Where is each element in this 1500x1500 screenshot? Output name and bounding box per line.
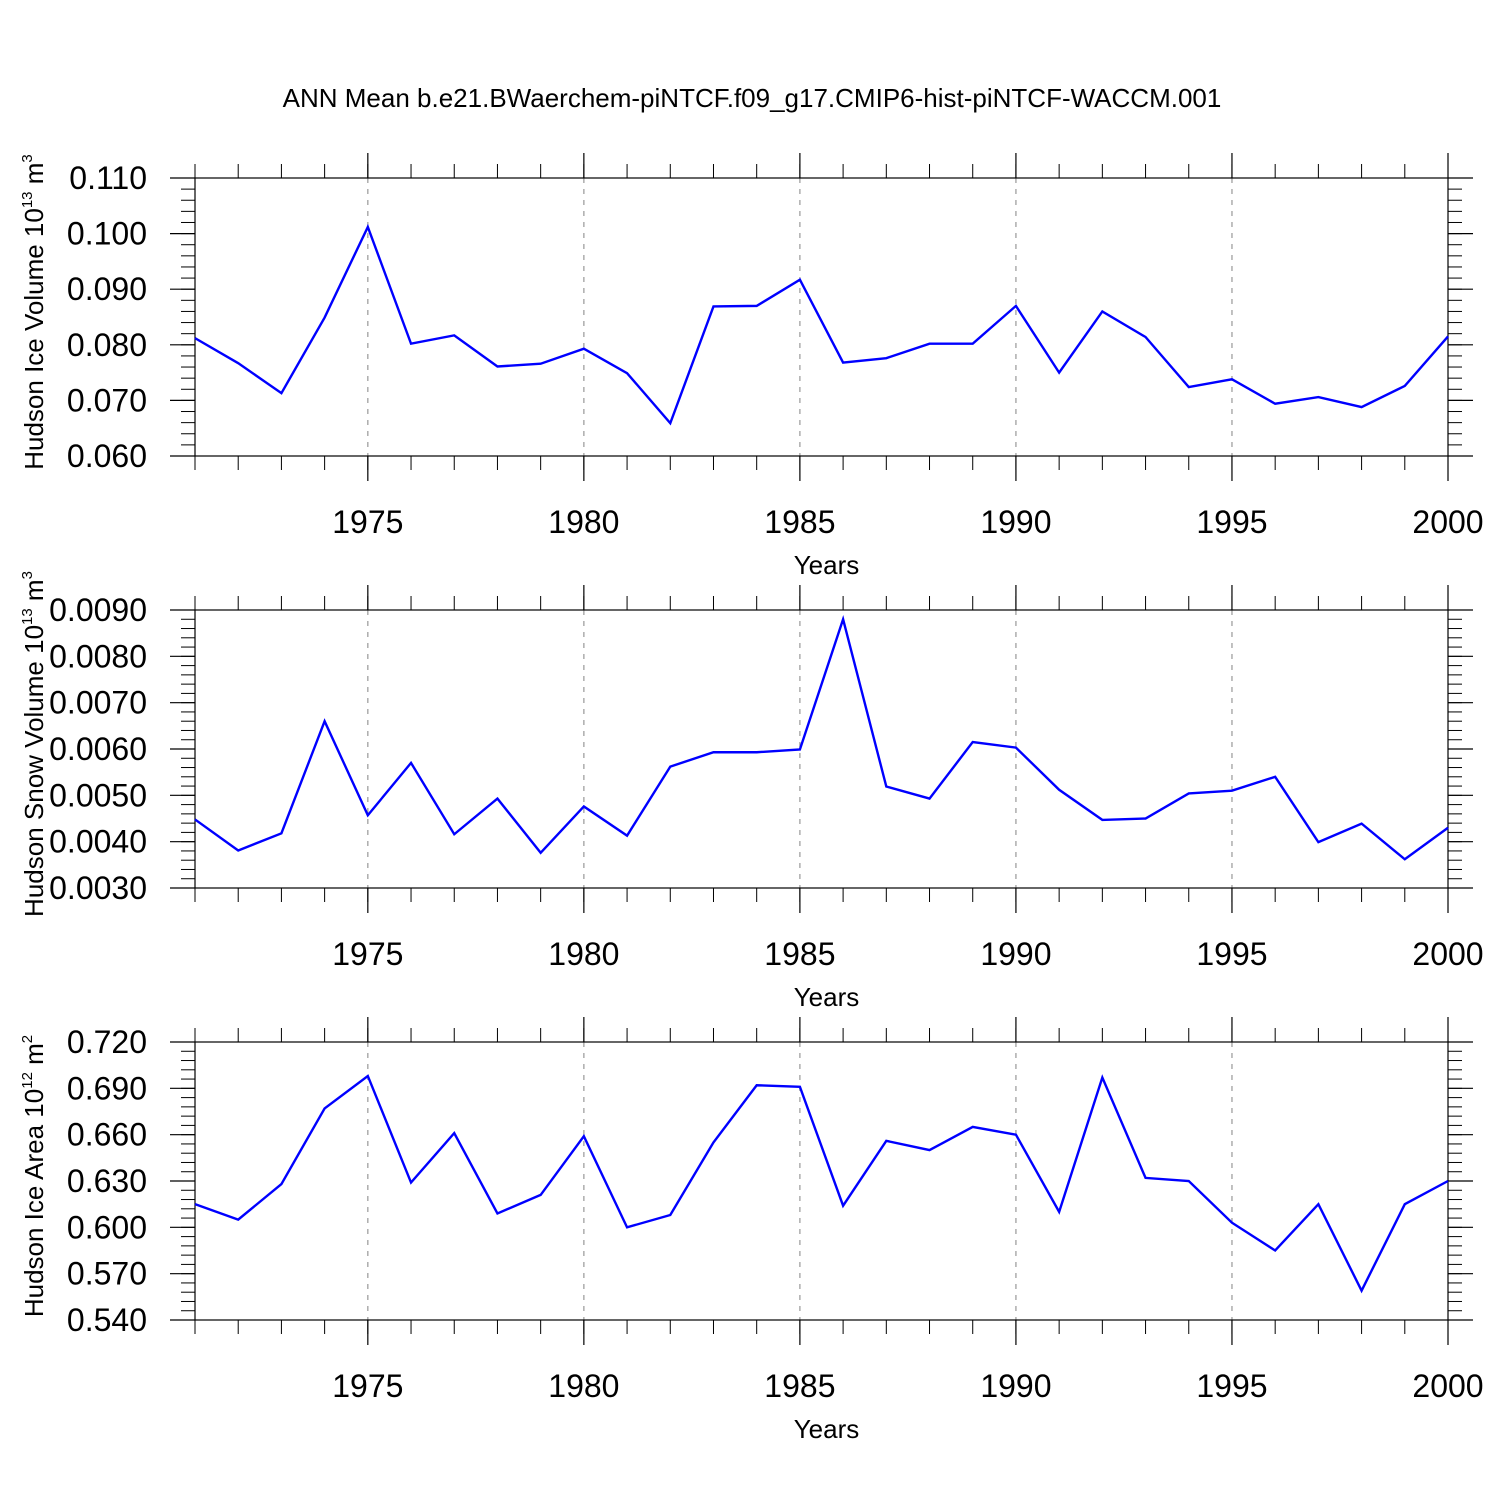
x-tick-label: 1990 bbox=[980, 1368, 1051, 1404]
x-tick-label: 1980 bbox=[548, 1368, 619, 1404]
series-line bbox=[194, 1074, 1449, 1294]
x-axis-title: Years bbox=[794, 550, 860, 580]
y-tick-label: 0.0080 bbox=[49, 638, 147, 674]
y-tick-label: 0.0060 bbox=[49, 731, 147, 767]
plot-frame bbox=[194, 177, 1449, 457]
y-tick-label: 0.720 bbox=[67, 1024, 147, 1060]
x-tick-label: 1995 bbox=[1196, 504, 1267, 540]
y-tick-label: 0.110 bbox=[69, 160, 147, 196]
y-tick-label: 0.0030 bbox=[49, 870, 147, 906]
figure-title: ANN Mean b.e21.BWaerchem-piNTCF.f09_g17.… bbox=[283, 83, 1222, 113]
y-axis-title: Hudson Ice Volume 1013 m3 bbox=[19, 154, 49, 470]
y-tick-label: 0.080 bbox=[67, 327, 147, 363]
y-tick-label: 0.100 bbox=[67, 216, 147, 252]
y-tick-label: 0.660 bbox=[67, 1117, 147, 1153]
x-tick-label: 2000 bbox=[1412, 936, 1483, 972]
x-tick-label: 1990 bbox=[980, 936, 1051, 972]
y-tick-label: 0.0040 bbox=[49, 824, 147, 860]
x-tick-label: 1995 bbox=[1196, 1368, 1267, 1404]
y-tick-label: 0.600 bbox=[67, 1209, 147, 1245]
y-tick-label: 0.0090 bbox=[49, 592, 147, 628]
series-line bbox=[194, 615, 1449, 861]
y-tick-label: 0.060 bbox=[67, 438, 147, 474]
x-tick-label: 1975 bbox=[332, 1368, 403, 1404]
x-tick-label: 1995 bbox=[1196, 936, 1267, 972]
y-axis-title: Hudson Ice Area 1012 m2 bbox=[19, 1035, 49, 1317]
x-axis-title: Years bbox=[794, 982, 860, 1012]
x-tick-label: 1985 bbox=[764, 504, 835, 540]
plot-frame bbox=[194, 609, 1449, 889]
x-tick-label: 1980 bbox=[548, 504, 619, 540]
x-tick-label: 2000 bbox=[1412, 1368, 1483, 1404]
chart-panel-2: 1975 1980 1985 1990 1995 2000 0.0030 0.0040 0.00… bbox=[19, 571, 1484, 1012]
x-tick-label: 2000 bbox=[1412, 504, 1483, 540]
y-tick-label: 0.690 bbox=[67, 1070, 147, 1106]
x-tick-label: 1975 bbox=[332, 504, 403, 540]
chart-panel-1: 1975 1980 1985 1990 1995 2000 0.060 0.070 0.080 0… bbox=[19, 153, 1484, 580]
chart-panel-3: 1975 1980 1985 1990 1995 2000 0.540 0.570 0.600 0… bbox=[19, 1017, 1484, 1444]
x-tick-label: 1985 bbox=[764, 936, 835, 972]
x-tick-label: 1975 bbox=[332, 936, 403, 972]
series-line bbox=[194, 223, 1449, 426]
y-tick-label: 0.540 bbox=[67, 1302, 147, 1338]
y-tick-label: 0.090 bbox=[67, 271, 147, 307]
y-tick-label: 0.0070 bbox=[49, 685, 147, 721]
y-tick-label: 0.0050 bbox=[49, 777, 147, 813]
y-tick-label: 0.630 bbox=[67, 1163, 147, 1199]
x-tick-label: 1980 bbox=[548, 936, 619, 972]
y-tick-label: 0.070 bbox=[67, 382, 147, 418]
x-tick-label: 1985 bbox=[764, 1368, 835, 1404]
y-axis-title: Hudson Snow Volume 1013 m3 bbox=[19, 571, 49, 917]
plot-frame bbox=[194, 1041, 1449, 1321]
x-tick-label: 1990 bbox=[980, 504, 1051, 540]
x-axis-title: Years bbox=[794, 1414, 860, 1444]
y-tick-label: 0.570 bbox=[67, 1256, 147, 1292]
